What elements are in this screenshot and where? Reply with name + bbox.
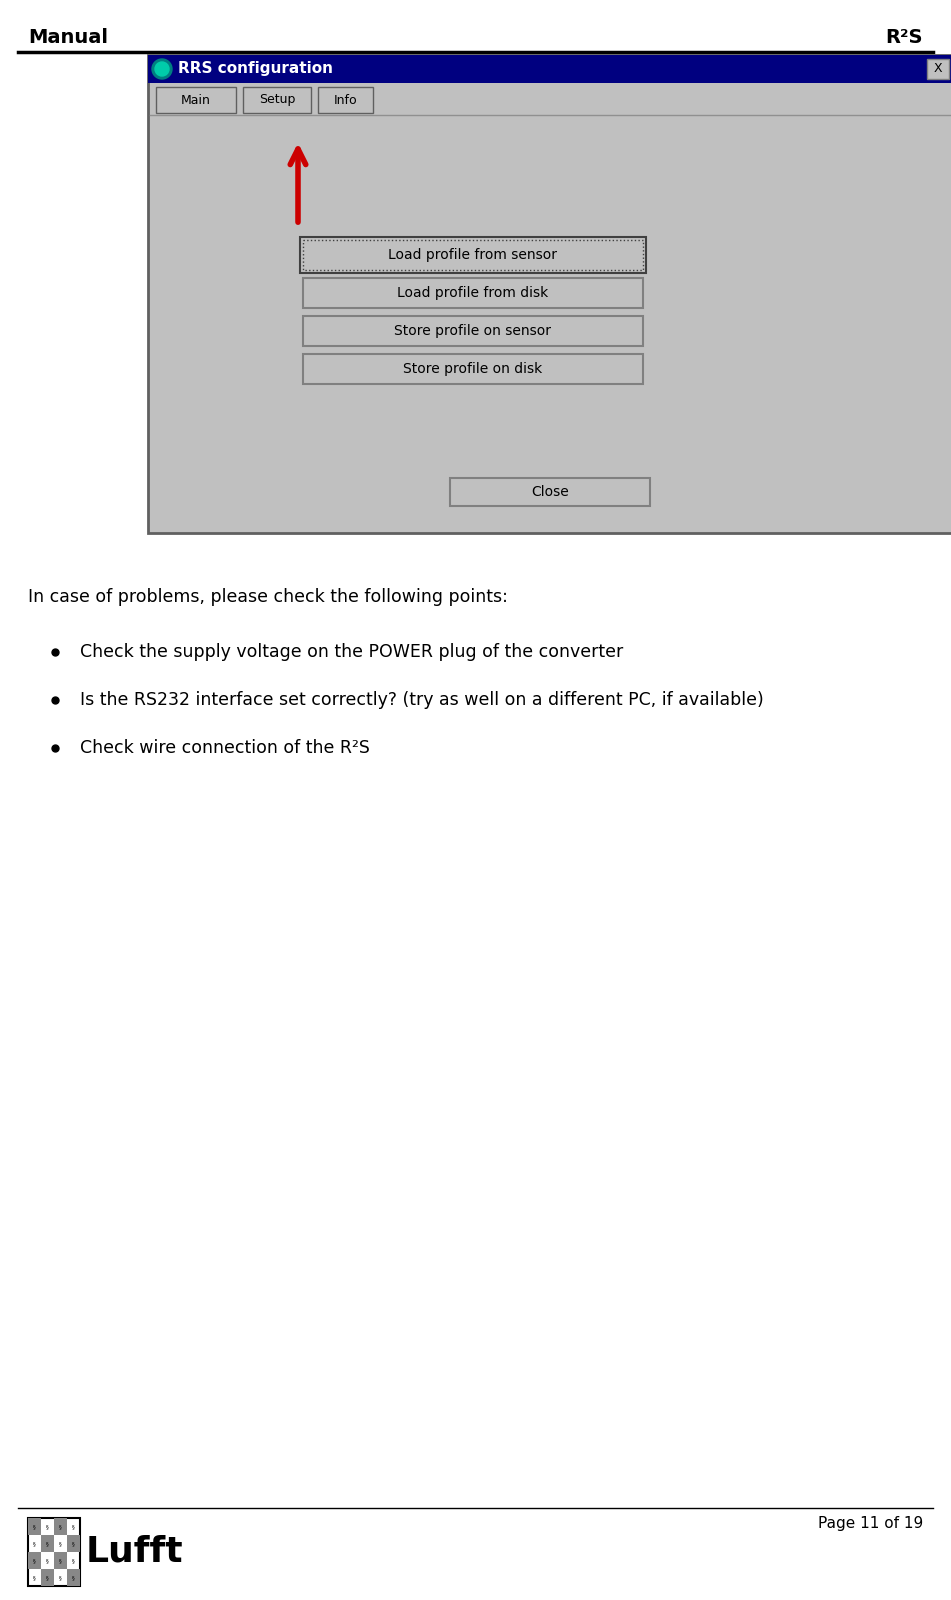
Bar [318,86,373,114]
Bar [300,237,646,274]
Text: Store profile on disk: Store profile on disk [403,362,543,376]
Bar [156,86,236,114]
Text: Is the RS232 interface set correctly? (try as well on a different PC, if availab: Is the RS232 interface set correctly? (t… [80,691,764,709]
Text: §: § [33,1523,36,1530]
Circle shape [152,59,172,78]
Text: §: § [59,1558,62,1563]
Circle shape [155,62,169,75]
Text: R²S: R²S [885,27,923,46]
Bar [243,86,311,114]
Bar [28,1552,41,1570]
Bar [303,317,643,346]
Text: §: § [33,1558,36,1563]
Text: §: § [59,1523,62,1530]
Text: §: § [72,1523,75,1530]
Bar [41,1534,54,1552]
Text: Check wire connection of the R²S: Check wire connection of the R²S [80,739,370,757]
Text: §: § [47,1523,49,1530]
Bar [927,59,949,78]
Text: §: § [47,1574,49,1581]
Bar [67,1534,80,1552]
Text: §: § [72,1541,75,1546]
Text: §: § [47,1558,49,1563]
Text: Store profile on sensor: Store profile on sensor [395,323,552,338]
Text: Lufft: Lufft [86,1534,184,1570]
Text: §: § [72,1558,75,1563]
Text: §: § [33,1541,36,1546]
Bar [450,478,650,506]
Text: §: § [72,1574,75,1581]
Bar [54,1518,67,1534]
Bar [148,54,951,83]
Text: §: § [47,1541,49,1546]
Bar [28,1518,41,1534]
Bar [303,240,643,270]
Text: Close: Close [531,485,569,499]
Text: §: § [59,1541,62,1546]
Text: Main: Main [181,93,211,107]
Text: In case of problems, please check the following points:: In case of problems, please check the fo… [28,587,508,606]
Text: Load profile from sensor: Load profile from sensor [389,248,557,262]
Bar [303,354,643,384]
Text: Page 11 of 19: Page 11 of 19 [818,1517,923,1531]
Text: Load profile from disk: Load profile from disk [398,286,549,301]
Text: §: § [59,1574,62,1581]
Text: X: X [934,62,942,75]
Text: §: § [33,1574,36,1581]
Bar [67,1570,80,1586]
Text: Setup: Setup [259,93,295,107]
Text: RRS configuration: RRS configuration [178,61,333,77]
Text: Check the supply voltage on the POWER plug of the converter: Check the supply voltage on the POWER pl… [80,643,623,661]
Text: Manual: Manual [28,27,108,46]
Bar [54,1552,67,1570]
Bar [148,54,951,533]
Bar [303,278,643,307]
Bar [28,1518,80,1586]
Bar [41,1570,54,1586]
Text: Info: Info [334,93,358,107]
